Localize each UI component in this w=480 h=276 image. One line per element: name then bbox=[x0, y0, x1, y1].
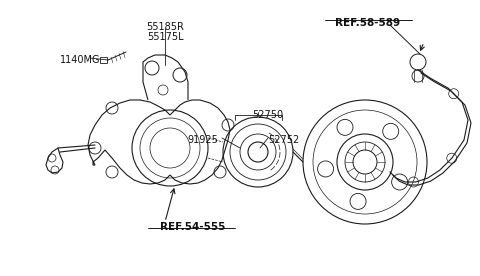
Text: REF.54-555: REF.54-555 bbox=[160, 222, 226, 232]
Text: REF.58-589: REF.58-589 bbox=[336, 18, 401, 28]
Text: 52750: 52750 bbox=[252, 110, 284, 120]
Text: 1140MG: 1140MG bbox=[60, 55, 100, 65]
Bar bbox=[100, 57, 107, 63]
Text: 91925: 91925 bbox=[187, 135, 218, 145]
Text: 55175L: 55175L bbox=[147, 32, 183, 42]
Text: 52752: 52752 bbox=[268, 135, 299, 145]
Text: 55185R: 55185R bbox=[146, 22, 184, 32]
